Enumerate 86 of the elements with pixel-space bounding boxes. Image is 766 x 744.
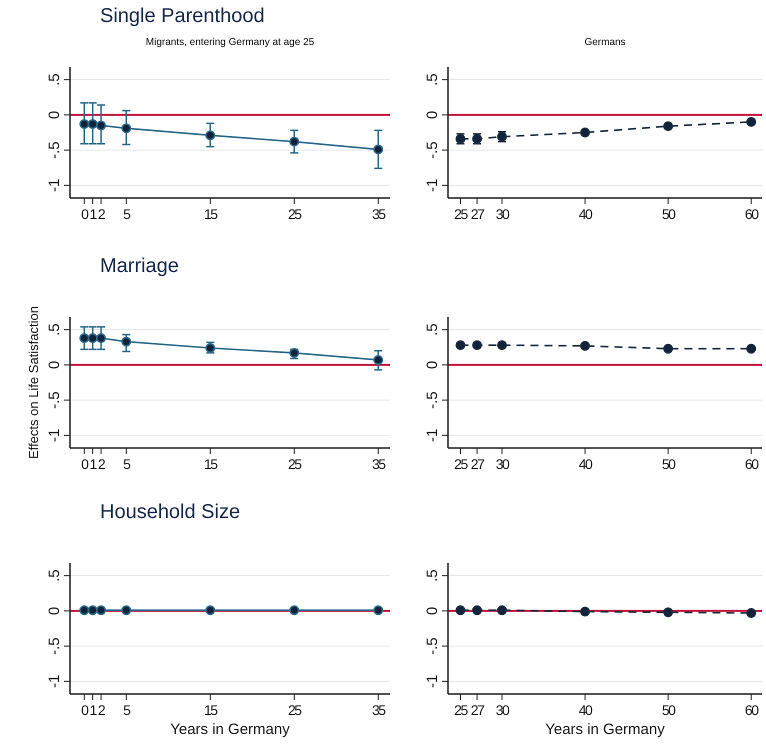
chart-subtitle: Germans — [584, 37, 626, 48]
x-axis-title: Years in Germany — [545, 721, 666, 738]
y-tick-label: -1 — [424, 178, 441, 192]
x-tick-label: 2 — [98, 702, 106, 718]
x-tick-label: 25 — [454, 206, 468, 222]
y-tick-label: .5 — [46, 569, 63, 582]
y-tick-label: 0 — [424, 360, 441, 370]
y-tick-label: -1 — [46, 674, 63, 688]
y-tick-label: 0 — [46, 606, 63, 616]
point — [88, 119, 98, 129]
y-tick-label: 0 — [46, 360, 63, 370]
point — [121, 123, 132, 134]
x-tick-label: 25 — [454, 456, 468, 472]
y-tick-label: -.5 — [424, 141, 441, 159]
y-tick-label: -.5 — [46, 637, 63, 655]
point — [373, 144, 384, 154]
x-tick-label: 40 — [578, 206, 594, 222]
chart-title: Marriage — [100, 255, 179, 277]
x-tick-label: 5 — [123, 206, 132, 222]
x-tick-label: 35 — [372, 206, 386, 222]
y-axis-title: Effects on Life Satisfaction — [26, 306, 41, 459]
x-tick-label: 25 — [288, 702, 302, 718]
x-tick-label: 60 — [744, 702, 760, 718]
x-tick-label: 15 — [204, 206, 218, 222]
x-tick-label: 50 — [662, 702, 676, 718]
y-tick-label: -.5 — [424, 637, 441, 655]
x-tick-label: 60 — [744, 456, 760, 472]
x-tick-label: 0 — [81, 702, 90, 718]
y-tick-label: .5 — [424, 569, 441, 582]
chart-subtitle: Migrants, entering Germany at age 25 — [146, 37, 315, 48]
point — [121, 336, 132, 347]
x-tick-label: 15 — [204, 456, 218, 472]
x-tick-label: 0 — [81, 456, 90, 472]
x-axis-title: Years in Germany — [170, 721, 290, 738]
x-tick-label: 25 — [288, 206, 302, 222]
y-tick-label: -.5 — [46, 391, 63, 409]
y-tick-label: .5 — [424, 323, 441, 336]
point — [580, 128, 590, 138]
x-tick-label: 27 — [470, 456, 486, 472]
x-tick-label: 25 — [454, 702, 468, 718]
x-tick-label: 1 — [90, 702, 98, 718]
x-tick-label: 40 — [578, 456, 594, 472]
y-tick-label: 0 — [46, 110, 63, 120]
x-tick-label: 27 — [470, 206, 486, 222]
y-tick-label: 0 — [424, 110, 441, 120]
y-tick-label: .5 — [46, 323, 63, 336]
chart-title: Single Parenthood — [100, 5, 265, 27]
x-tick-label: 1 — [90, 456, 98, 472]
point — [205, 130, 216, 140]
x-tick-label: 2 — [98, 456, 106, 472]
point — [96, 333, 106, 344]
point — [289, 136, 300, 147]
x-tick-label: 25 — [288, 456, 302, 472]
y-tick-label: -.5 — [46, 141, 63, 159]
x-tick-label: 0 — [81, 206, 90, 222]
y-tick-label: -1 — [424, 674, 441, 688]
x-tick-label: 30 — [496, 456, 510, 472]
point — [663, 121, 674, 132]
x-tick-label: 50 — [662, 456, 676, 472]
x-tick-label: 15 — [204, 702, 218, 718]
x-tick-label: 35 — [372, 456, 386, 472]
y-tick-label: 0 — [424, 606, 441, 616]
point — [746, 116, 756, 127]
x-tick-label: 1 — [90, 206, 98, 222]
point — [373, 355, 384, 365]
y-tick-label: .5 — [46, 73, 63, 86]
x-tick-label: 2 — [98, 206, 106, 222]
y-tick-label: -1 — [424, 428, 441, 442]
x-tick-label: 35 — [372, 702, 386, 718]
y-tick-label: -1 — [46, 178, 63, 192]
x-tick-label: 27 — [470, 702, 486, 718]
y-tick-label: -1 — [46, 428, 63, 442]
y-tick-label: .5 — [424, 73, 441, 86]
x-tick-label: 50 — [662, 206, 676, 222]
chart-title: Household Size — [100, 501, 240, 523]
y-tick-label: -.5 — [424, 391, 441, 409]
x-tick-label: 60 — [744, 206, 760, 222]
point — [79, 119, 90, 129]
point — [88, 333, 98, 344]
x-tick-label: 5 — [123, 702, 132, 718]
x-tick-label: 40 — [578, 702, 594, 718]
x-tick-label: 30 — [496, 702, 510, 718]
point — [96, 120, 106, 130]
x-tick-label: 30 — [496, 206, 510, 222]
x-tick-label: 5 — [123, 456, 132, 472]
point — [79, 333, 90, 344]
